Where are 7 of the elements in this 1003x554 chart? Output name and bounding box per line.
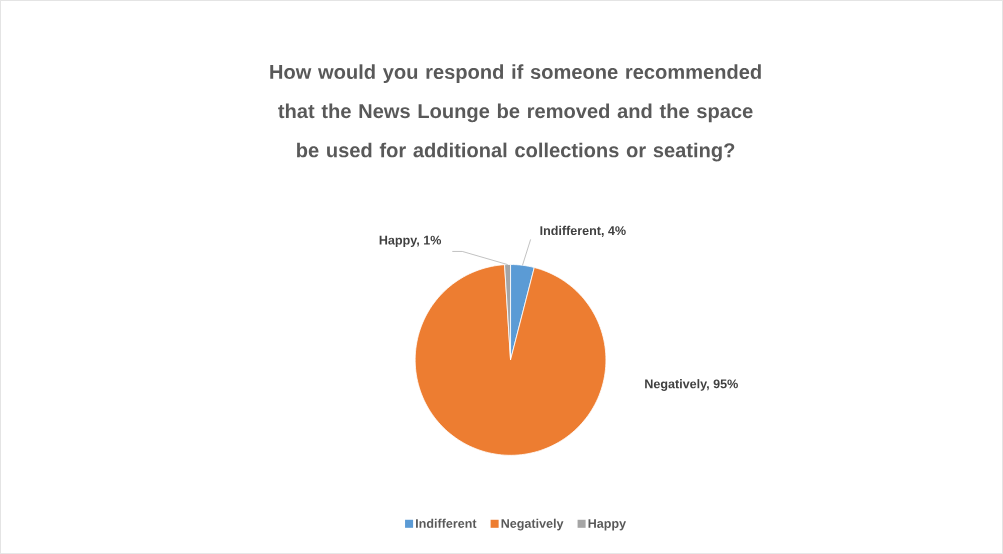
legend-label: Happy: [588, 519, 626, 531]
legend-label: Negatively: [501, 518, 564, 531]
legend-label: Indifferent: [416, 518, 477, 528]
data-label: Indifferent, 4%: [540, 225, 626, 237]
data-label: Happy, 1%: [379, 235, 442, 248]
chart-title: How would you respond if someone recommended that the News Lounge be removed and the space be used for additional collections or seating?: [270, 64, 761, 162]
data-label: Negatively, 95%: [645, 379, 738, 391]
